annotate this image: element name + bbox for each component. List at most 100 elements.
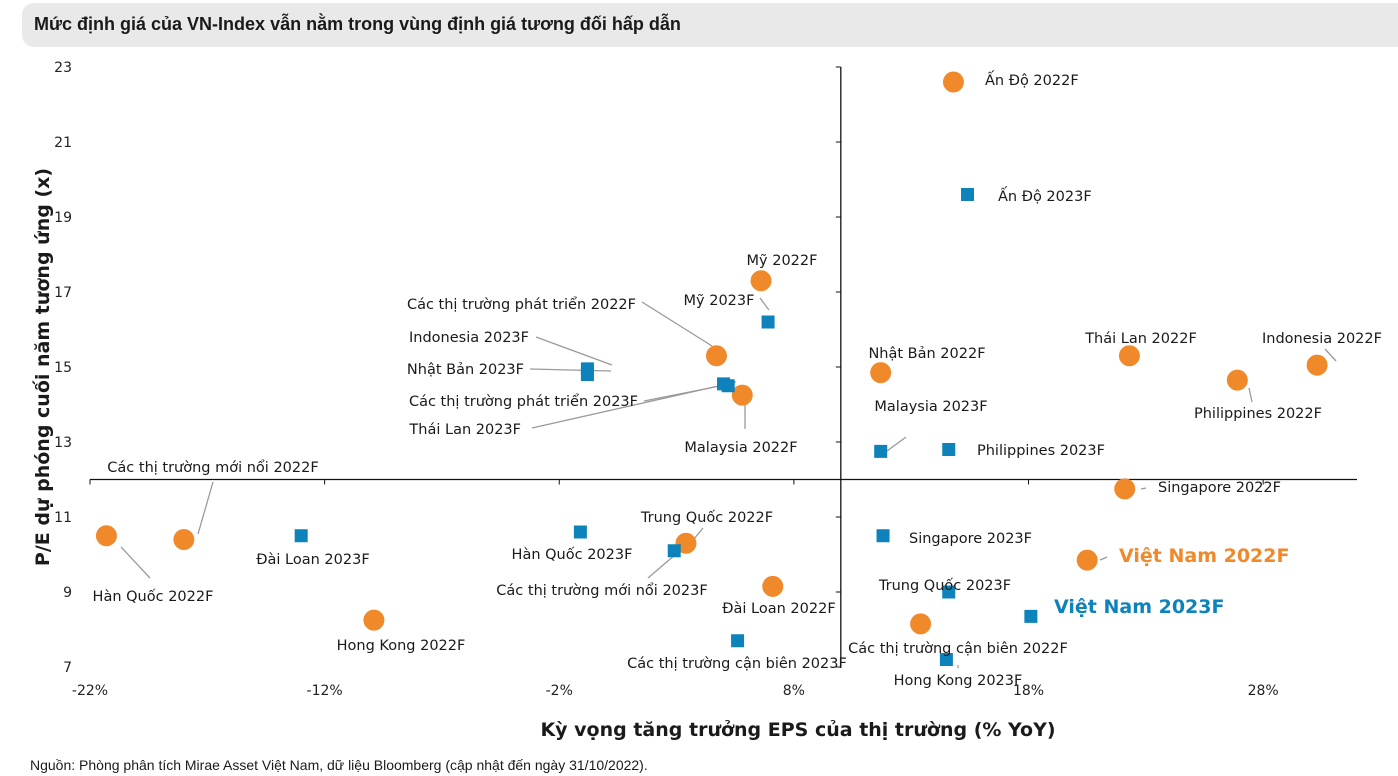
- y-tick-label: 9: [63, 585, 72, 601]
- point-label: Đài Loan 2022F: [722, 601, 835, 617]
- point-label: Đài Loan 2023F: [256, 552, 369, 568]
- point-square: [580, 368, 594, 381]
- y-tick-label: 21: [54, 135, 72, 151]
- point-label: Việt Nam 2023F: [1054, 596, 1224, 618]
- point-label: Malaysia 2022F: [684, 440, 797, 456]
- point-square: [876, 529, 890, 543]
- point-label: Trung Quốc 2023F: [878, 577, 1011, 594]
- point-label: Indonesia 2022F: [1262, 331, 1382, 347]
- point-label: Các thị trường phát triển 2022F: [407, 296, 636, 313]
- title-bar: Mức định giá của VN-Index vẫn nằm trong …: [22, 3, 1398, 47]
- point-square: [1024, 609, 1038, 623]
- y-tick-label: 11: [54, 510, 72, 526]
- x-tick-label: 8%: [783, 683, 805, 699]
- x-tick-label: -22%: [72, 683, 108, 699]
- point-label: Hong Kong 2023F: [894, 673, 1023, 689]
- point-label: Các thị trường cận biên 2022F: [848, 641, 1068, 657]
- point-circle: [942, 71, 964, 93]
- point-circle: [750, 270, 772, 292]
- point-label: Thái Lan 2022F: [1084, 331, 1197, 347]
- point-label: Mỹ 2023F: [684, 293, 755, 309]
- point-label: Các thị trường mới nổi 2022F: [107, 459, 318, 476]
- point-circle: [95, 525, 117, 547]
- point-label: Việt Nam 2022F: [1119, 545, 1289, 567]
- point-square: [761, 315, 775, 329]
- point-circle: [1306, 354, 1328, 376]
- y-tick-label: 17: [54, 285, 72, 301]
- point-label: Ấn Độ 2022F: [985, 70, 1079, 89]
- leader-lines: [120, 297, 1337, 668]
- point-label: Ấn Độ 2023F: [998, 186, 1092, 205]
- point-label: Các thị trường cận biên 2023F: [627, 656, 847, 672]
- source-note: Nguồn: Phòng phân tích Mirae Asset Việt …: [30, 757, 648, 773]
- leader-line: [1248, 387, 1253, 403]
- point-label: Mỹ 2022F: [747, 253, 818, 269]
- point-label: Trung Quốc 2022F: [640, 509, 773, 526]
- leader-line: [197, 481, 214, 535]
- point-label: Malaysia 2023F: [874, 399, 987, 415]
- point-label: Singapore 2022F: [1158, 480, 1281, 496]
- point-square: [874, 444, 888, 458]
- point-circle: [910, 613, 932, 635]
- leader-line: [529, 368, 612, 372]
- point-square: [667, 544, 681, 558]
- point-square: [731, 634, 745, 648]
- point-label: Nhật Bản 2023F: [407, 362, 524, 378]
- point-label: Hàn Quốc 2023F: [512, 546, 633, 563]
- point-label: Các thị trường phát triển 2023F: [409, 393, 638, 410]
- leader-line: [535, 336, 613, 366]
- leader-line: [641, 301, 713, 347]
- axes: -22% -12% -2% 8% 18% 28% 7 9 11 13 15 17 19 21 23: [54, 60, 1357, 699]
- point-circle: [363, 609, 385, 631]
- leader-line: [120, 546, 151, 579]
- point-circle: [731, 384, 753, 406]
- point-square: [573, 525, 587, 539]
- point-label: Hàn Quốc 2022F: [93, 588, 214, 605]
- point-label: Thái Lan 2023F: [408, 422, 521, 438]
- leader-line: [531, 381, 737, 429]
- point-square: [942, 585, 956, 599]
- data-points: [95, 71, 1328, 666]
- y-tick-label: 19: [54, 210, 72, 226]
- point-square: [721, 379, 735, 393]
- leader-line: [693, 527, 704, 540]
- point-circle: [870, 362, 892, 384]
- point-label: Indonesia 2023F: [409, 330, 529, 346]
- point-square: [939, 653, 953, 666]
- point-label: Philippines 2023F: [977, 443, 1105, 459]
- leader-line: [1140, 487, 1147, 490]
- chart-title: Mức định giá của VN-Index vẫn nằm trong …: [34, 14, 681, 34]
- point-square: [942, 443, 956, 456]
- leader-line: [1324, 348, 1337, 362]
- point-label: Philippines 2022F: [1194, 406, 1322, 422]
- x-tick-label: -2%: [546, 683, 573, 699]
- x-tick-label: 28%: [1248, 683, 1279, 699]
- scatter-chart: -22% -12% -2% 8% 18% 28% 7 9 11 13 15 17 19 21 23 Ấn Đ…: [31, 60, 1382, 741]
- point-square: [294, 529, 308, 543]
- y-tick-label: 23: [54, 60, 72, 76]
- point-label: Singapore 2023F: [909, 531, 1032, 547]
- point-circle: [1076, 549, 1098, 571]
- y-tick-label: 7: [63, 660, 72, 676]
- y-axis-title: P/E dự phóng cuối năm tương ứng (x): [31, 168, 54, 566]
- x-tick-label: 18%: [1013, 683, 1044, 699]
- y-tick-label: 13: [54, 435, 72, 451]
- point-circle: [1226, 369, 1248, 391]
- x-tick-label: -12%: [307, 683, 343, 699]
- x-axis-title: Kỳ vọng tăng trưởng EPS của thị trường (…: [540, 719, 1055, 741]
- point-circle: [1114, 478, 1136, 500]
- leader-line: [759, 297, 770, 311]
- data-labels: Ấn Độ 2022F Mỹ 2022F Các thị trường phát t…: [93, 70, 1382, 689]
- leader-line: [647, 553, 677, 579]
- point-label: Nhật Bản 2022F: [868, 346, 985, 362]
- point-circle: [762, 575, 784, 597]
- leader-line: [886, 436, 907, 452]
- point-label: Hong Kong 2022F: [337, 638, 466, 654]
- point-circle: [705, 345, 727, 367]
- point-circle: [173, 529, 195, 550]
- y-tick-label: 15: [54, 360, 72, 376]
- point-label: Các thị trường mới nổi 2023F: [496, 582, 707, 599]
- point-circle: [1118, 345, 1140, 367]
- point-square: [961, 188, 975, 201]
- leader-line: [1099, 556, 1108, 561]
